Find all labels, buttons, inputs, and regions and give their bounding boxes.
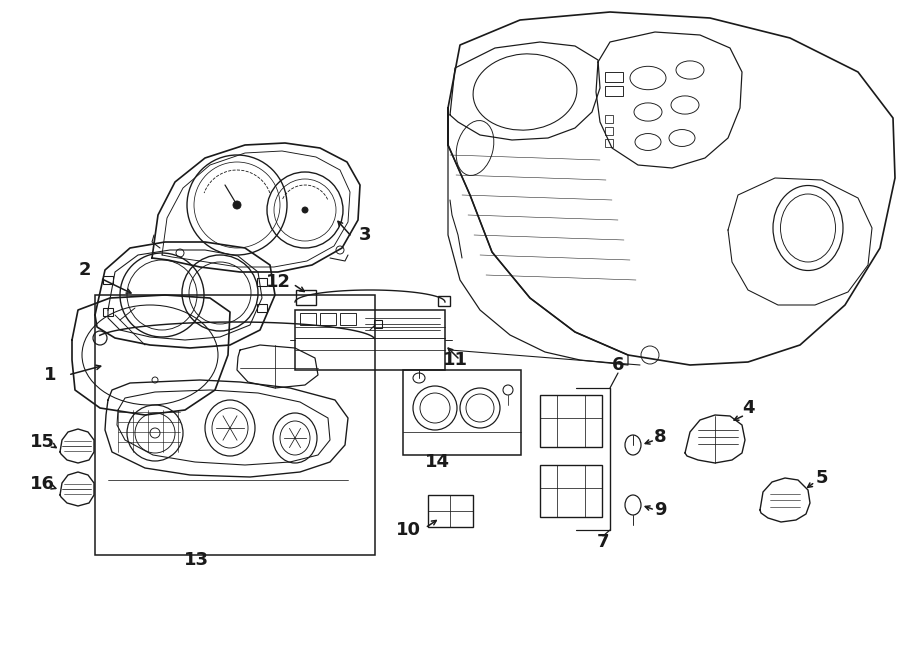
Text: 3: 3 [359, 226, 371, 244]
Text: 8: 8 [653, 428, 666, 446]
Ellipse shape [302, 207, 308, 213]
Text: 9: 9 [653, 501, 666, 519]
Text: 5: 5 [815, 469, 828, 487]
Text: 7: 7 [597, 533, 609, 551]
Text: 16: 16 [30, 475, 55, 493]
Text: 15: 15 [30, 433, 55, 451]
Text: 12: 12 [266, 273, 291, 291]
Text: 2: 2 [79, 261, 91, 279]
Text: 11: 11 [443, 351, 467, 369]
Text: 6: 6 [612, 356, 625, 374]
Text: 4: 4 [742, 399, 754, 417]
Ellipse shape [233, 201, 241, 209]
Text: 10: 10 [395, 521, 420, 539]
Text: 13: 13 [184, 551, 209, 569]
Text: 14: 14 [425, 453, 449, 471]
Text: 1: 1 [44, 366, 56, 384]
